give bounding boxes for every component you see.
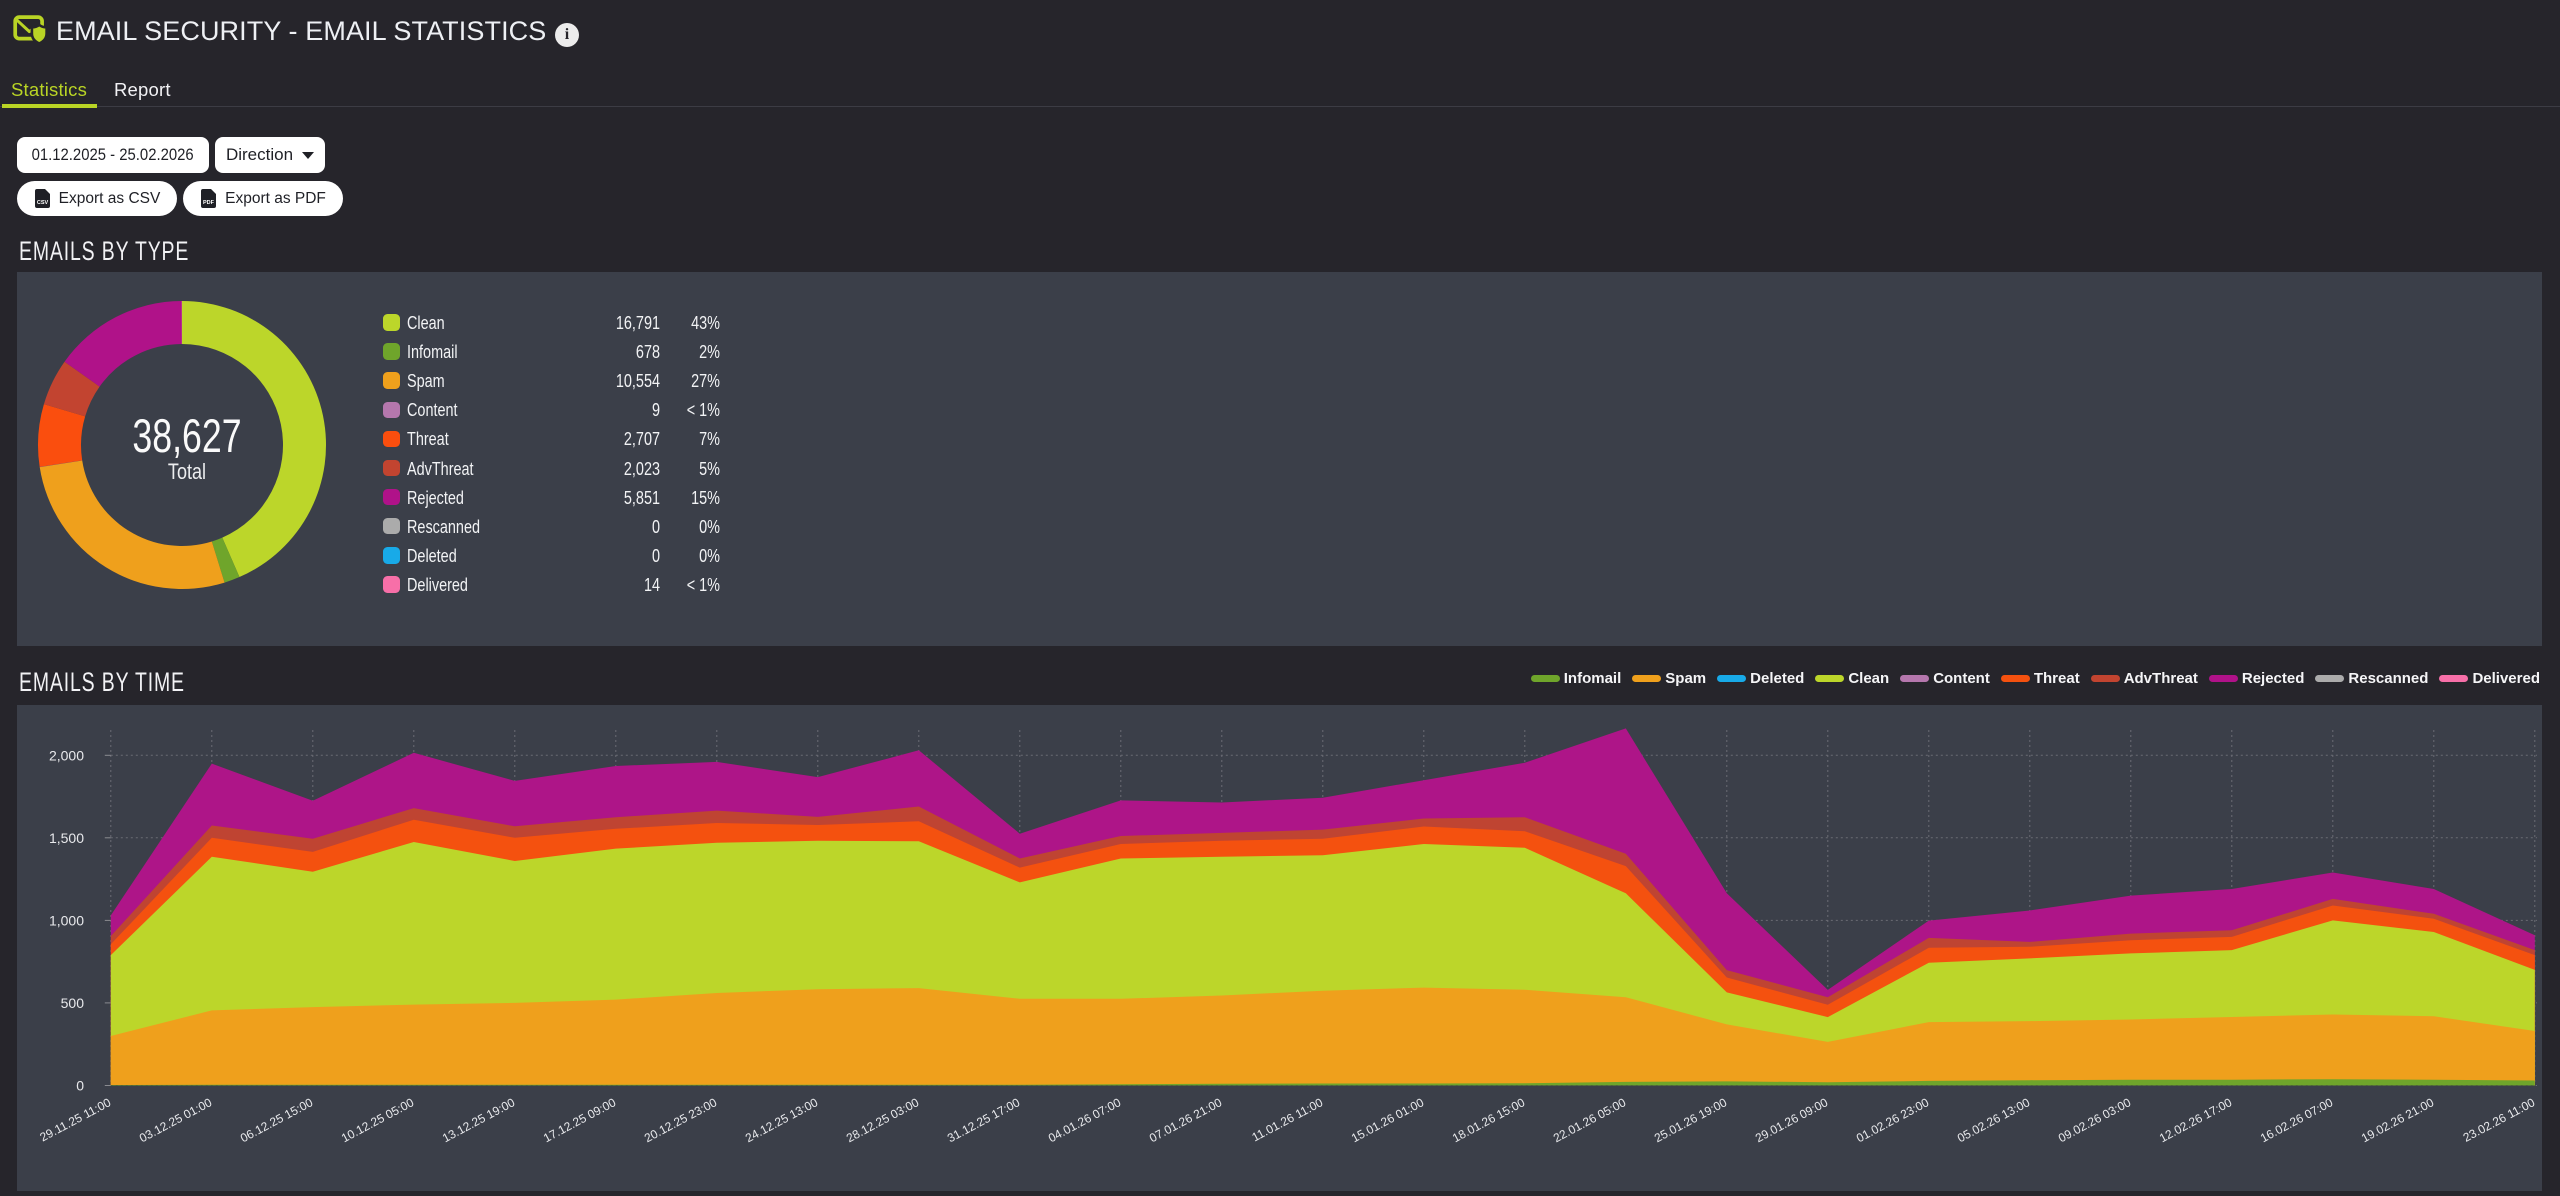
svg-text:PDF: PDF (203, 200, 215, 206)
svg-text:05.02.26 13:00: 05.02.26 13:00 (1955, 1095, 2033, 1145)
svg-text:07.01.26 21:00: 07.01.26 21:00 (1147, 1095, 1225, 1145)
svg-text:19.02.26 21:00: 19.02.26 21:00 (2359, 1095, 2437, 1145)
svg-text:24.12.25 13:00: 24.12.25 13:00 (743, 1095, 821, 1145)
svg-text:1,000: 1,000 (49, 912, 84, 928)
svg-text:29.11.25 11:00: 29.11.25 11:00 (38, 1095, 114, 1144)
svg-text:10.12.25 05:00: 10.12.25 05:00 (339, 1095, 417, 1145)
svg-text:0: 0 (76, 1078, 84, 1094)
svg-text:09.02.26 03:00: 09.02.26 03:00 (2056, 1095, 2134, 1145)
svg-text:11.01.26 11:00: 11.01.26 11:00 (1250, 1095, 1326, 1144)
svg-text:CSV: CSV (37, 200, 49, 206)
svg-text:15.01.26 01:00: 15.01.26 01:00 (1349, 1095, 1427, 1145)
svg-text:25.01.26 19:00: 25.01.26 19:00 (1652, 1095, 1730, 1145)
svg-text:13.12.25 19:00: 13.12.25 19:00 (440, 1095, 518, 1145)
svg-text:500: 500 (61, 995, 85, 1011)
svg-text:28.12.25 03:00: 28.12.25 03:00 (844, 1095, 922, 1145)
svg-text:23.02.26 11:00: 23.02.26 11:00 (2461, 1095, 2538, 1145)
svg-text:01.02.26 23:00: 01.02.26 23:00 (1854, 1095, 1932, 1145)
svg-text:04.01.26 07:00: 04.01.26 07:00 (1046, 1095, 1124, 1145)
svg-text:22.01.26 05:00: 22.01.26 05:00 (1551, 1095, 1629, 1145)
svg-text:2,000: 2,000 (49, 747, 84, 763)
svg-text:1,500: 1,500 (49, 830, 84, 846)
svg-text:17.12.25 09:00: 17.12.25 09:00 (541, 1095, 619, 1145)
svg-text:20.12.25 23:00: 20.12.25 23:00 (642, 1095, 720, 1145)
svg-text:06.12.25 15:00: 06.12.25 15:00 (238, 1095, 316, 1145)
svg-text:29.01.26 09:00: 29.01.26 09:00 (1753, 1095, 1831, 1145)
svg-text:03.12.25 01:00: 03.12.25 01:00 (137, 1095, 215, 1145)
svg-text:12.02.26 17:00: 12.02.26 17:00 (2157, 1095, 2235, 1145)
svg-text:18.01.26 15:00: 18.01.26 15:00 (1450, 1095, 1528, 1145)
svg-text:31.12.25 17:00: 31.12.25 17:00 (945, 1095, 1023, 1145)
svg-text:16.02.26 07:00: 16.02.26 07:00 (2258, 1095, 2336, 1145)
